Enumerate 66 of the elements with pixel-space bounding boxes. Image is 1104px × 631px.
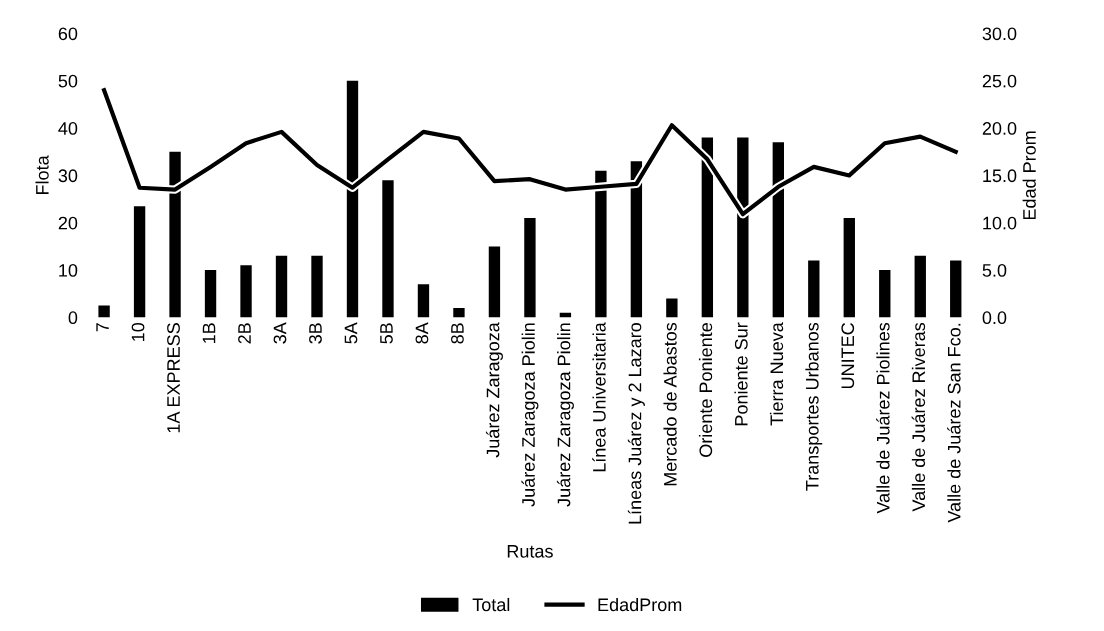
bar bbox=[311, 255, 323, 318]
y2-tick-label: 25.0 bbox=[982, 74, 1017, 88]
bar bbox=[595, 170, 607, 318]
x-axis-title: Rutas bbox=[507, 545, 553, 558]
y-tick-label: 60 bbox=[58, 27, 78, 41]
y-tick-label: 40 bbox=[58, 122, 78, 135]
y2-tick-label: 0.0 bbox=[982, 311, 1007, 325]
x-tick-label: 3A bbox=[273, 322, 287, 344]
bar bbox=[240, 265, 252, 318]
bar bbox=[382, 180, 394, 318]
x-tick-label: 8B bbox=[451, 323, 464, 344]
bar bbox=[737, 137, 749, 318]
x-tick-label: Juárez Zaragoza Piolin bbox=[521, 323, 539, 507]
y-tick-label: 50 bbox=[58, 74, 78, 88]
y2-axis-title: Edad Prom bbox=[1022, 131, 1036, 220]
bar bbox=[843, 218, 855, 318]
bar bbox=[346, 80, 359, 318]
x-tick-label: 7 bbox=[96, 323, 109, 332]
y2-tick-label: 15.0 bbox=[983, 169, 1017, 183]
bar bbox=[914, 255, 926, 318]
bar bbox=[524, 218, 536, 318]
x-tick-label: Línea Universitaria bbox=[592, 322, 606, 472]
bar bbox=[204, 270, 217, 318]
x-tick-label: 10 bbox=[131, 322, 145, 341]
bar bbox=[169, 151, 181, 318]
y-tick-label: 0 bbox=[68, 311, 78, 325]
y2-tick-label: 30.0 bbox=[982, 27, 1017, 41]
x-tick-label: Valle de Juárez Riveras bbox=[911, 322, 926, 512]
x-tick-label: Valle de Juárez San Fco. bbox=[947, 323, 961, 523]
bar bbox=[133, 206, 146, 318]
x-tick-label: Tierra Nueva bbox=[769, 322, 784, 426]
x-tick-label: UNITEC bbox=[841, 322, 855, 389]
x-tick-label: Transportes Urbanos bbox=[805, 322, 823, 491]
bar bbox=[488, 246, 501, 318]
y-tick-label: 10 bbox=[59, 264, 78, 277]
y-axis-title: Flota bbox=[35, 155, 49, 195]
x-tick-label: 1A EXPRESS bbox=[167, 323, 180, 433]
x-tick-label: Valle de Juárez Piolines bbox=[876, 322, 890, 514]
bar bbox=[950, 260, 962, 318]
x-tick-label: 5B bbox=[380, 323, 393, 344]
x-tick-label: Poniente Sur bbox=[734, 322, 748, 426]
bar bbox=[666, 298, 678, 318]
bar bbox=[453, 307, 465, 318]
y-tick-label: 30 bbox=[58, 169, 78, 183]
x-tick-label: 8A bbox=[415, 322, 429, 344]
bar bbox=[879, 270, 891, 318]
y2-tick-label: 5.0 bbox=[982, 264, 1007, 277]
bar bbox=[808, 260, 820, 318]
y2-tick-label: 20.0 bbox=[982, 122, 1017, 135]
bar bbox=[275, 255, 288, 318]
x-tick-label: Juárez Zaragoza bbox=[485, 322, 503, 458]
legend-label: EdadProm bbox=[598, 597, 682, 612]
x-tick-label: Juárez Zaragoza Piolin bbox=[556, 323, 574, 507]
bar bbox=[417, 284, 430, 318]
y-tick-label: 20 bbox=[58, 216, 78, 230]
x-tick-label: 2B bbox=[238, 323, 251, 344]
y2-tick-label: 10.0 bbox=[983, 216, 1017, 230]
bar bbox=[98, 305, 110, 318]
x-tick-label: Mercado de Abastos bbox=[663, 322, 677, 486]
x-tick-label: Oriente Poniente bbox=[698, 323, 713, 457]
x-tick-label: 5A bbox=[344, 322, 358, 344]
x-tick-label: Líneas Juárez y 2 Lazaro bbox=[627, 323, 645, 524]
legend-label: Total bbox=[472, 597, 510, 612]
x-tick-label: 3B bbox=[309, 323, 322, 344]
bar bbox=[772, 142, 784, 318]
x-tick-label: 1B bbox=[202, 323, 216, 343]
